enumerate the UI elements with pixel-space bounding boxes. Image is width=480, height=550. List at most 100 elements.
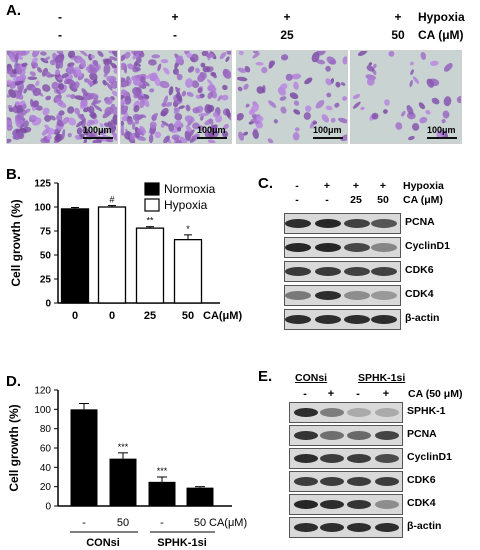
cell: [16, 105, 24, 114]
cell: [443, 63, 453, 72]
cell: [186, 91, 194, 97]
cell: [90, 54, 95, 59]
blot-band: [285, 243, 311, 252]
cell: [22, 103, 27, 110]
panel-d-letter: D.: [6, 373, 21, 390]
cell: [176, 92, 183, 102]
panel-b-letter: B.: [6, 166, 21, 183]
cell: [121, 99, 126, 106]
cell: [160, 58, 169, 64]
cell: [49, 115, 56, 121]
cell: [337, 117, 347, 124]
blot-band: [375, 454, 399, 463]
cell: [56, 100, 67, 108]
cell: [8, 51, 16, 63]
panel-b-chart: 0 25 50 75 100 125 Cell growth (%) 0 0 25 50 CA(μM)…: [9, 179, 242, 323]
blot-label: β-actin: [405, 312, 440, 324]
cell: [56, 119, 63, 126]
panel-e-treatment-label: CA (50 μM): [408, 388, 463, 400]
cell: [267, 138, 274, 143]
cell: [268, 60, 276, 67]
cell: [352, 94, 361, 99]
cell: [66, 94, 72, 98]
cell: [15, 80, 24, 86]
cell: [7, 94, 11, 98]
cell: [99, 123, 104, 128]
cell: [226, 51, 231, 55]
panel-a-hypoxia-sign: +: [394, 10, 402, 24]
cell: [7, 138, 12, 143]
blot-label: CDK4: [405, 288, 434, 300]
blot-band: [320, 431, 344, 440]
cell: [109, 56, 117, 61]
panel-a-ca-sign: -: [58, 28, 62, 42]
cell: [74, 107, 80, 115]
panel-e-sign: +: [382, 388, 390, 400]
micrograph-cells: [352, 51, 461, 141]
y-tick-label: 125: [34, 179, 51, 190]
blot-band: [375, 408, 399, 417]
cell: [304, 105, 312, 112]
cell: [442, 110, 450, 119]
cell: [7, 79, 12, 85]
blot-band: [344, 219, 370, 228]
cell: [279, 83, 288, 91]
blot-label: PCNA: [407, 428, 437, 440]
cell: [76, 120, 84, 128]
cell: [121, 116, 128, 122]
cell: [80, 99, 88, 108]
cell: [340, 134, 347, 142]
cell: [149, 88, 155, 93]
blot-band: [294, 500, 318, 509]
cell: [279, 96, 287, 101]
scale-bar: [83, 137, 113, 139]
blot-band: [315, 291, 341, 300]
cell: [238, 131, 245, 141]
micrograph-3: 100μm: [236, 50, 348, 144]
cell: [139, 76, 146, 83]
blot-band: [320, 500, 344, 509]
cell: [112, 114, 117, 125]
panel-a-hypoxia-sign: +: [283, 10, 291, 24]
cell: [244, 65, 251, 73]
cell: [408, 135, 415, 141]
cell: [133, 105, 140, 113]
panel-c-ca-sign: 25: [350, 194, 362, 206]
cell: [293, 81, 299, 90]
cell: [70, 65, 76, 73]
blot-band: [294, 523, 318, 532]
cell: [360, 106, 365, 111]
y-tick-label: 100: [34, 405, 51, 416]
cell: [261, 66, 268, 74]
blot-row-PCNA: [289, 425, 403, 446]
cell: [44, 124, 51, 131]
cell: [280, 106, 287, 114]
cell: [160, 107, 169, 117]
panel-a-hypoxia-sign: -: [58, 10, 62, 24]
cell: [54, 69, 61, 75]
cell: [21, 62, 28, 67]
cell: [35, 80, 40, 87]
panel-e-sign: -: [303, 388, 307, 400]
cell: [74, 135, 81, 140]
legend-label: Hypoxia: [164, 198, 208, 212]
blot-band: [347, 500, 371, 509]
cell: [256, 115, 264, 122]
cell: [42, 107, 50, 116]
scale-bar-label: 100μm: [313, 125, 342, 135]
cell: [431, 97, 440, 105]
cell: [411, 123, 420, 131]
cell: [191, 80, 200, 88]
cell: [57, 83, 65, 90]
cell: [200, 62, 206, 68]
blot-band: [285, 267, 311, 276]
blot-label: CDK6: [407, 474, 436, 486]
y-tick-label: 60: [40, 444, 52, 455]
cell: [304, 77, 313, 85]
panel-a-letter: A.: [6, 2, 21, 19]
cell: [104, 106, 114, 116]
cell: [76, 127, 83, 135]
blot-band: [371, 243, 397, 252]
bar: [109, 458, 137, 506]
cell: [293, 100, 300, 106]
